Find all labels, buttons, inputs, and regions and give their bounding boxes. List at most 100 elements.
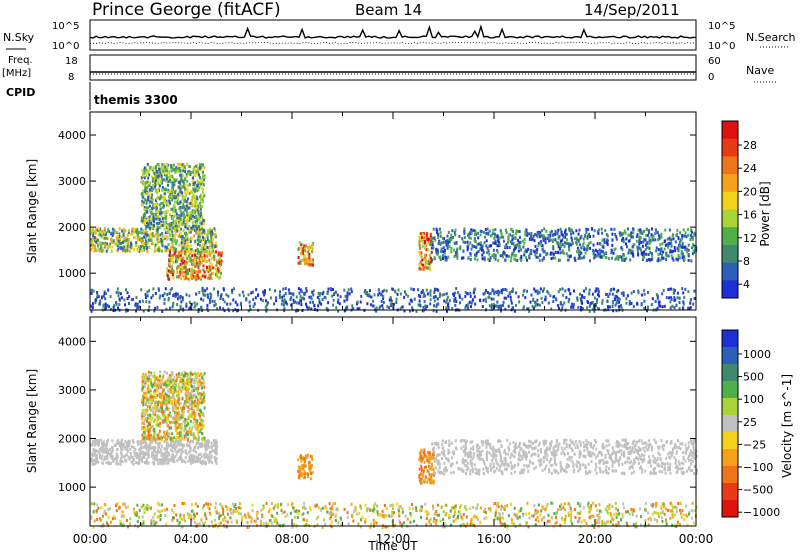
echo-cell <box>579 297 582 301</box>
echo-cell <box>98 233 100 237</box>
echo-cell <box>281 299 284 303</box>
echo-cell <box>438 241 441 245</box>
echo-cell <box>166 171 169 174</box>
echo-cell <box>213 227 216 231</box>
echo-cell <box>194 253 197 257</box>
echo-cell <box>561 303 564 307</box>
echo-cell <box>489 292 492 296</box>
echo-cell <box>594 248 597 252</box>
echo-cell <box>192 195 195 199</box>
echo-cell <box>203 194 206 198</box>
echo-cell <box>546 237 549 241</box>
echo-cell <box>143 223 146 226</box>
echo-cell <box>500 288 503 292</box>
echo-cell <box>536 298 539 302</box>
echo-cell <box>118 297 121 301</box>
echo-cell <box>116 459 118 463</box>
echo-cell <box>174 209 177 213</box>
echo-cell <box>147 195 150 199</box>
echo-cell <box>124 249 127 253</box>
echo-cell <box>188 444 191 447</box>
echo-cell <box>579 250 582 254</box>
echo-cell <box>145 171 148 175</box>
echo-cell <box>625 237 628 241</box>
power-colorbar-blocks <box>722 121 738 299</box>
echo-cell <box>217 293 220 297</box>
echo-cell <box>382 296 385 300</box>
echo-cell <box>169 250 171 254</box>
echo-cell <box>135 306 138 310</box>
echo-cell <box>589 241 592 244</box>
echo-cell <box>134 447 137 451</box>
echo-cell <box>692 302 695 306</box>
echo-cell <box>204 448 207 452</box>
echo-cell <box>494 241 496 245</box>
echo-cell <box>686 250 689 254</box>
echo-cell <box>144 198 147 202</box>
echo-cell <box>174 455 177 459</box>
echo-cell <box>185 385 187 389</box>
echo-cell <box>143 168 146 172</box>
echo-cell <box>672 237 675 241</box>
echo-cell <box>377 288 380 292</box>
echo-cell <box>185 173 188 177</box>
echo-cell <box>206 254 209 258</box>
echo-cell <box>133 230 136 234</box>
echo-cell <box>530 293 533 297</box>
echo-cell <box>185 443 188 447</box>
echo-cell <box>201 200 204 204</box>
echo-cell <box>208 267 211 271</box>
echo-cell <box>487 232 490 236</box>
echo-cell <box>181 446 184 450</box>
echo-cell <box>212 249 214 253</box>
echo-cell <box>106 454 109 458</box>
echo-cell <box>570 232 572 236</box>
echo-cell <box>167 243 170 247</box>
echo-cell <box>91 241 94 245</box>
echo-cell <box>215 443 218 447</box>
echo-cell <box>632 231 635 235</box>
echo-cell <box>150 240 153 244</box>
echo-cell <box>142 372 145 376</box>
echo-cell <box>455 251 457 255</box>
echo-cell <box>567 258 570 262</box>
echo-cell <box>620 255 623 259</box>
echo-cell <box>172 269 175 273</box>
echo-cell <box>423 246 426 250</box>
echo-cell <box>201 238 203 242</box>
echo-cell <box>164 223 167 227</box>
echo-cell <box>172 408 174 412</box>
echo-cell <box>490 297 493 301</box>
echo-cell <box>206 228 209 232</box>
echo-cell <box>197 235 200 239</box>
echo-cell <box>241 290 244 294</box>
echo-cell <box>459 247 462 251</box>
echo-cell <box>177 202 180 206</box>
echo-cell <box>124 458 127 462</box>
colorbar-block <box>722 191 738 210</box>
echo-cell <box>263 293 266 297</box>
echo-cell <box>472 298 474 302</box>
echo-cell <box>184 225 187 229</box>
echo-cell <box>202 268 205 272</box>
echo-cell <box>418 244 421 248</box>
echo-cell <box>168 458 171 462</box>
echo-cell <box>147 180 149 184</box>
echo-cell <box>512 234 515 238</box>
echo-cell <box>154 455 156 458</box>
echo-cell <box>500 309 502 313</box>
echo-cell <box>186 162 189 166</box>
echo-cell <box>219 297 222 300</box>
echo-cell <box>167 296 170 300</box>
echo-cell <box>135 229 138 233</box>
echo-cell <box>425 288 428 292</box>
echo-cell <box>188 408 191 412</box>
echo-cell <box>193 446 196 450</box>
echo-cell <box>176 459 179 463</box>
echo-cell <box>176 426 179 430</box>
echo-cell <box>146 290 149 294</box>
echo-cell <box>145 417 147 421</box>
echo-cell <box>524 230 527 234</box>
echo-cell <box>124 229 127 233</box>
echo-cell <box>201 243 204 247</box>
